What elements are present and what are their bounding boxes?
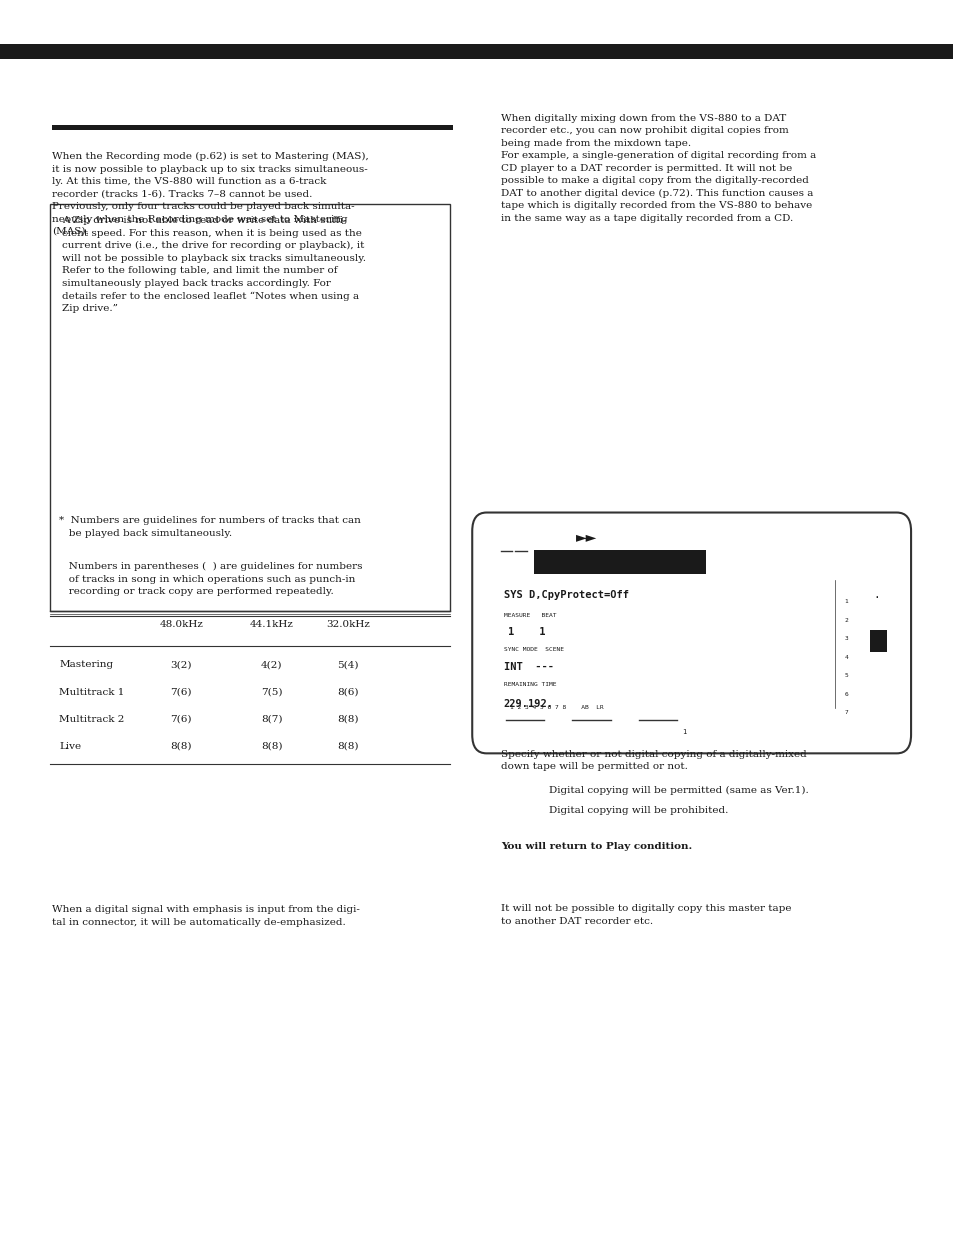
Text: Numbers in parentheses (  ) are guidelines for numbers
   of tracks in song in w: Numbers in parentheses ( ) are guideline… — [59, 562, 362, 597]
Text: 1: 1 — [681, 729, 685, 735]
Text: *  Numbers are guidelines for numbers of tracks that can
   be played back simul: * Numbers are guidelines for numbers of … — [59, 516, 360, 537]
Bar — [52, 125, 453, 130]
Bar — [869, 630, 886, 652]
Text: MEASURE   BEAT: MEASURE BEAT — [503, 613, 556, 618]
Text: 4: 4 — [843, 655, 847, 659]
Text: Mastering: Mastering — [59, 661, 113, 669]
Text: INT  ---: INT --- — [503, 662, 553, 672]
Text: 7(6): 7(6) — [171, 715, 192, 724]
Text: 2: 2 — [843, 618, 847, 622]
Text: 5: 5 — [843, 673, 847, 678]
Text: 48.0kHz: 48.0kHz — [159, 620, 203, 629]
Text: Specify whether or not digital copying of a digitally-mixed
down tape will be pe: Specify whether or not digital copying o… — [500, 750, 805, 771]
Text: 1    1: 1 1 — [507, 627, 544, 637]
Text: 1 2 3 4 5 6 7 8    AB  LR: 1 2 3 4 5 6 7 8 AB LR — [510, 705, 603, 710]
Text: 3(2): 3(2) — [171, 661, 192, 669]
Text: 8(8): 8(8) — [171, 742, 192, 751]
Text: 8(7): 8(7) — [261, 715, 282, 724]
Text: 7: 7 — [843, 710, 847, 715]
Text: It will not be possible to digitally copy this master tape
to another DAT record: It will not be possible to digitally cop… — [500, 904, 791, 925]
Bar — [534, 550, 705, 574]
Text: 8(6): 8(6) — [337, 688, 358, 697]
Text: 32.0kHz: 32.0kHz — [326, 620, 370, 629]
Text: 229.192.: 229.192. — [503, 699, 553, 709]
Text: REMAINING TIME: REMAINING TIME — [503, 682, 556, 687]
Text: Digital copying will be prohibited.: Digital copying will be prohibited. — [548, 806, 727, 815]
Text: 44.1kHz: 44.1kHz — [250, 620, 294, 629]
Text: Multitrack 1: Multitrack 1 — [59, 688, 125, 697]
Text: Live: Live — [59, 742, 81, 751]
Text: 8(8): 8(8) — [261, 742, 282, 751]
Text: ►►: ►► — [576, 530, 597, 545]
Text: .: . — [872, 590, 879, 600]
FancyBboxPatch shape — [472, 513, 910, 753]
FancyBboxPatch shape — [50, 204, 450, 611]
Text: When the Recording mode (p.62) is set to Mastering (MAS),
it is now possible to : When the Recording mode (p.62) is set to… — [52, 152, 369, 236]
Text: 7(6): 7(6) — [171, 688, 192, 697]
Text: 6: 6 — [843, 692, 847, 697]
Text: When a digital signal with emphasis is input from the digi-
tal in connector, it: When a digital signal with emphasis is i… — [52, 905, 360, 926]
Text: 8(8): 8(8) — [337, 715, 358, 724]
Text: SYS D,CpyProtect=Off: SYS D,CpyProtect=Off — [503, 590, 628, 600]
Text: A Zip drive is not able to read or write data with suffi-
cient speed. For this : A Zip drive is not able to read or write… — [62, 216, 366, 314]
Text: 5(4): 5(4) — [337, 661, 358, 669]
Text: SYNC MODE  SCENE: SYNC MODE SCENE — [503, 647, 563, 652]
Text: When digitally mixing down from the VS-880 to a DAT
recorder etc., you can now p: When digitally mixing down from the VS-8… — [500, 114, 815, 222]
Text: 7(5): 7(5) — [261, 688, 282, 697]
Bar — [0, 44, 953, 59]
Text: Multitrack 2: Multitrack 2 — [59, 715, 125, 724]
Text: 1: 1 — [843, 599, 847, 604]
Text: 8(8): 8(8) — [337, 742, 358, 751]
Text: 4(2): 4(2) — [261, 661, 282, 669]
Text: 3: 3 — [843, 636, 847, 641]
Text: Digital copying will be permitted (same as Ver.1).: Digital copying will be permitted (same … — [548, 785, 807, 794]
Text: You will return to Play condition.: You will return to Play condition. — [500, 842, 691, 851]
